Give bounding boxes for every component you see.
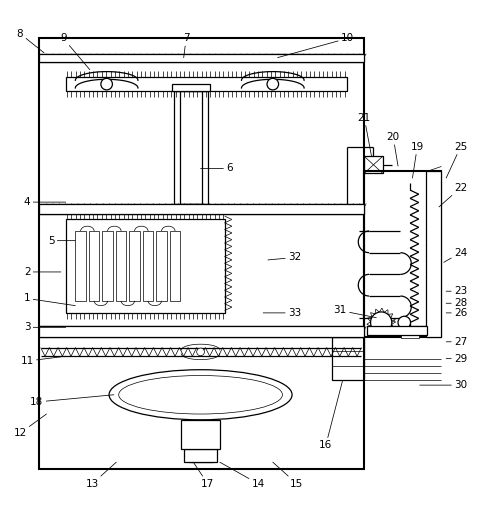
Bar <box>332 337 364 380</box>
Text: 29: 29 <box>446 354 467 364</box>
Text: 32: 32 <box>268 252 301 263</box>
Bar <box>39 203 364 214</box>
Text: 26: 26 <box>446 308 467 318</box>
Text: 27: 27 <box>446 337 467 347</box>
Circle shape <box>267 78 279 90</box>
Text: 14: 14 <box>220 462 265 489</box>
Text: 30: 30 <box>420 380 467 390</box>
Text: 31: 31 <box>334 305 376 318</box>
Bar <box>180 87 201 203</box>
Text: 3: 3 <box>24 322 66 332</box>
Text: 11: 11 <box>21 356 66 366</box>
Text: 2: 2 <box>24 267 61 277</box>
Bar <box>364 157 383 173</box>
Bar <box>364 171 441 337</box>
Bar <box>102 231 113 301</box>
Bar <box>66 219 225 313</box>
Bar <box>66 77 347 91</box>
Text: 4: 4 <box>24 197 66 207</box>
Text: 1: 1 <box>24 294 75 306</box>
Circle shape <box>101 78 113 90</box>
Text: 25: 25 <box>446 142 467 178</box>
Bar <box>401 332 419 338</box>
Text: 7: 7 <box>183 33 189 58</box>
Circle shape <box>370 312 392 333</box>
Bar <box>171 84 210 91</box>
Bar <box>181 420 220 449</box>
Text: 12: 12 <box>14 414 46 438</box>
Bar <box>174 91 208 203</box>
Bar <box>129 231 140 301</box>
Text: 24: 24 <box>444 248 467 262</box>
Text: 21: 21 <box>358 113 371 157</box>
Bar <box>39 54 364 62</box>
Ellipse shape <box>119 375 283 414</box>
Circle shape <box>398 316 411 329</box>
Bar <box>75 231 86 301</box>
Text: 20: 20 <box>387 132 400 166</box>
Ellipse shape <box>109 370 292 420</box>
Circle shape <box>197 348 204 356</box>
Text: 8: 8 <box>16 28 44 53</box>
Bar <box>89 231 99 301</box>
Bar <box>188 395 213 462</box>
Bar <box>143 231 154 301</box>
Text: 15: 15 <box>273 462 303 489</box>
Text: 6: 6 <box>200 163 233 174</box>
Bar <box>184 449 217 462</box>
Bar <box>426 171 441 337</box>
Bar <box>39 38 364 469</box>
Bar <box>367 326 427 335</box>
Text: 33: 33 <box>263 308 301 318</box>
Text: 18: 18 <box>30 395 114 407</box>
Text: 9: 9 <box>60 33 90 70</box>
Text: 22: 22 <box>439 183 467 207</box>
Text: 16: 16 <box>319 380 342 450</box>
Text: 5: 5 <box>48 236 75 246</box>
Text: 10: 10 <box>278 33 354 58</box>
Bar <box>39 327 364 337</box>
Text: 28: 28 <box>446 298 467 308</box>
Text: 13: 13 <box>85 462 116 489</box>
Bar <box>116 231 127 301</box>
Text: 17: 17 <box>193 462 214 489</box>
Bar <box>156 231 167 301</box>
Bar <box>170 231 180 301</box>
Text: 23: 23 <box>446 286 467 296</box>
Text: 19: 19 <box>411 142 424 178</box>
